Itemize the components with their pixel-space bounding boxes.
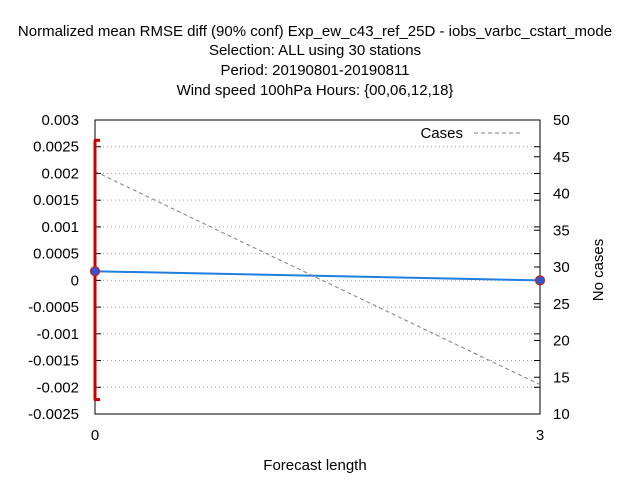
y2-axis-label: No cases xyxy=(590,239,607,302)
data-point-0 xyxy=(89,266,101,277)
y2-tick-label-7: 15 xyxy=(553,369,570,386)
y-tick-label-1: 0.0025 xyxy=(33,139,79,156)
series xyxy=(89,138,546,402)
y2-tick-label-5: 25 xyxy=(553,296,570,313)
y-tick-label-9: -0.0015 xyxy=(28,353,79,370)
grid xyxy=(94,120,541,414)
x-tick-label-1: 3 xyxy=(536,427,544,444)
chart-title-line-4: Wind speed 100hPa Hours: {00,06,12,18} xyxy=(177,82,454,99)
chart-title-line-3: Period: 20190801-20190811 xyxy=(220,62,409,79)
y-tick-label-11: -0.0025 xyxy=(28,406,79,423)
y2-tick-label-3: 35 xyxy=(553,222,570,239)
y-tick-label-6: 0 xyxy=(71,272,79,289)
y2-tick-label-2: 40 xyxy=(553,186,570,203)
y-tick-label-4: 0.001 xyxy=(41,219,79,236)
y-tick-label-5: 0.0005 xyxy=(33,246,79,263)
x-axis-label: Forecast length xyxy=(263,457,366,474)
chart-titles: Normalized mean RMSE diff (90% conf) Exp… xyxy=(18,23,612,99)
x-tick-label-0: 0 xyxy=(91,427,99,444)
chart-title-line-2: Selection: ALL using 30 stations xyxy=(209,42,421,59)
axes: 0.003 0.0025 0.002 0.0015 0.001 0.0005 0 -0.000… xyxy=(28,112,570,444)
y2-tick-label-6: 20 xyxy=(553,333,570,350)
series-line-cases xyxy=(94,170,541,386)
chart-title-line-1: Normalized mean RMSE diff (90% conf) Exp… xyxy=(18,23,612,40)
y-tick-label-0: 0.003 xyxy=(41,112,79,129)
y2-tick-label-4: 30 xyxy=(553,259,570,276)
y2-tick-label-0: 50 xyxy=(553,112,570,129)
y-tick-label-8: -0.001 xyxy=(36,326,79,343)
y2-tick-label-8: 10 xyxy=(553,406,570,423)
legend: Cases xyxy=(420,125,520,142)
y-tick-label-10: -0.002 xyxy=(36,379,79,396)
y2-tick-label-1: 45 xyxy=(553,149,570,166)
series-line-rmse-diff xyxy=(94,270,541,282)
y-tick-label-3: 0.0015 xyxy=(33,192,79,209)
y-tick-label-7: -0.0005 xyxy=(28,299,79,316)
data-point-1 xyxy=(534,275,546,286)
plot-frame xyxy=(94,119,541,415)
y-tick-label-2: 0.002 xyxy=(41,165,79,182)
legend-label-cases: Cases xyxy=(420,125,463,142)
